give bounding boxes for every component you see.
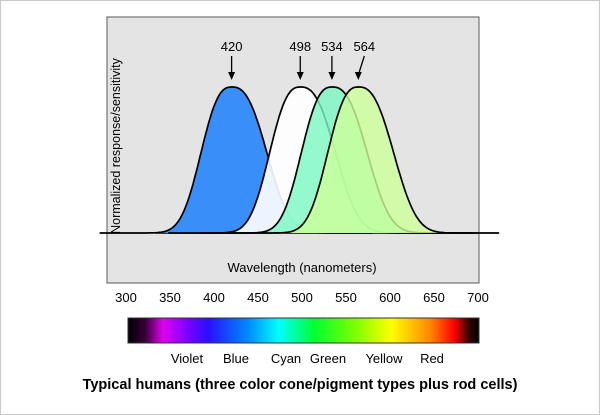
x-tick-300: 300	[115, 290, 137, 305]
spectrum-label-violet: Violet	[171, 351, 204, 366]
peak-label-534: 534	[321, 39, 343, 54]
peak-label-564: 564	[353, 39, 375, 54]
curve-outline-564	[226, 86, 500, 234]
peak-label-420: 420	[221, 39, 243, 54]
x-tick-550: 550	[335, 290, 357, 305]
x-axis-label: Wavelength (nanometers)	[227, 260, 376, 275]
peak-arrowhead-420	[228, 72, 236, 80]
y-axis-label: Normalized response/sensitivity	[109, 57, 123, 234]
spectrum-label-green: Green	[310, 351, 346, 366]
curve-fill-420	[99, 87, 373, 233]
spectrum-bar	[127, 317, 480, 344]
peak-arrow-564	[357, 55, 365, 76]
peak-arrowhead-534	[328, 72, 336, 80]
peak-label-498: 498	[289, 39, 311, 54]
spectrum-label-cyan: Cyan	[271, 351, 301, 366]
x-tick-600: 600	[379, 290, 401, 305]
x-tick-650: 650	[423, 290, 445, 305]
x-tick-350: 350	[159, 290, 181, 305]
x-axis-ticks: 300 350 400 450 500 550 600 650 700	[115, 290, 489, 305]
x-tick-400: 400	[203, 290, 225, 305]
sensitivity-curves	[99, 86, 500, 234]
peak-arrows: 420 498 534 564	[221, 39, 375, 80]
peak-arrowhead-564	[354, 72, 362, 80]
x-tick-500: 500	[291, 290, 313, 305]
spectrum-label-yellow: Yellow	[365, 351, 403, 366]
x-tick-700: 700	[467, 290, 489, 305]
peak-arrowhead-498	[296, 72, 304, 80]
spectrum-label-red: Red	[420, 351, 444, 366]
x-tick-450: 450	[247, 290, 269, 305]
spectrum-labels: Violet Blue Cyan Green Yellow Red	[171, 351, 444, 366]
spectrum-label-blue: Blue	[223, 351, 249, 366]
curve-fill-564	[226, 87, 500, 233]
figure-caption: Typical humans (three color cone/pigment…	[82, 377, 518, 393]
